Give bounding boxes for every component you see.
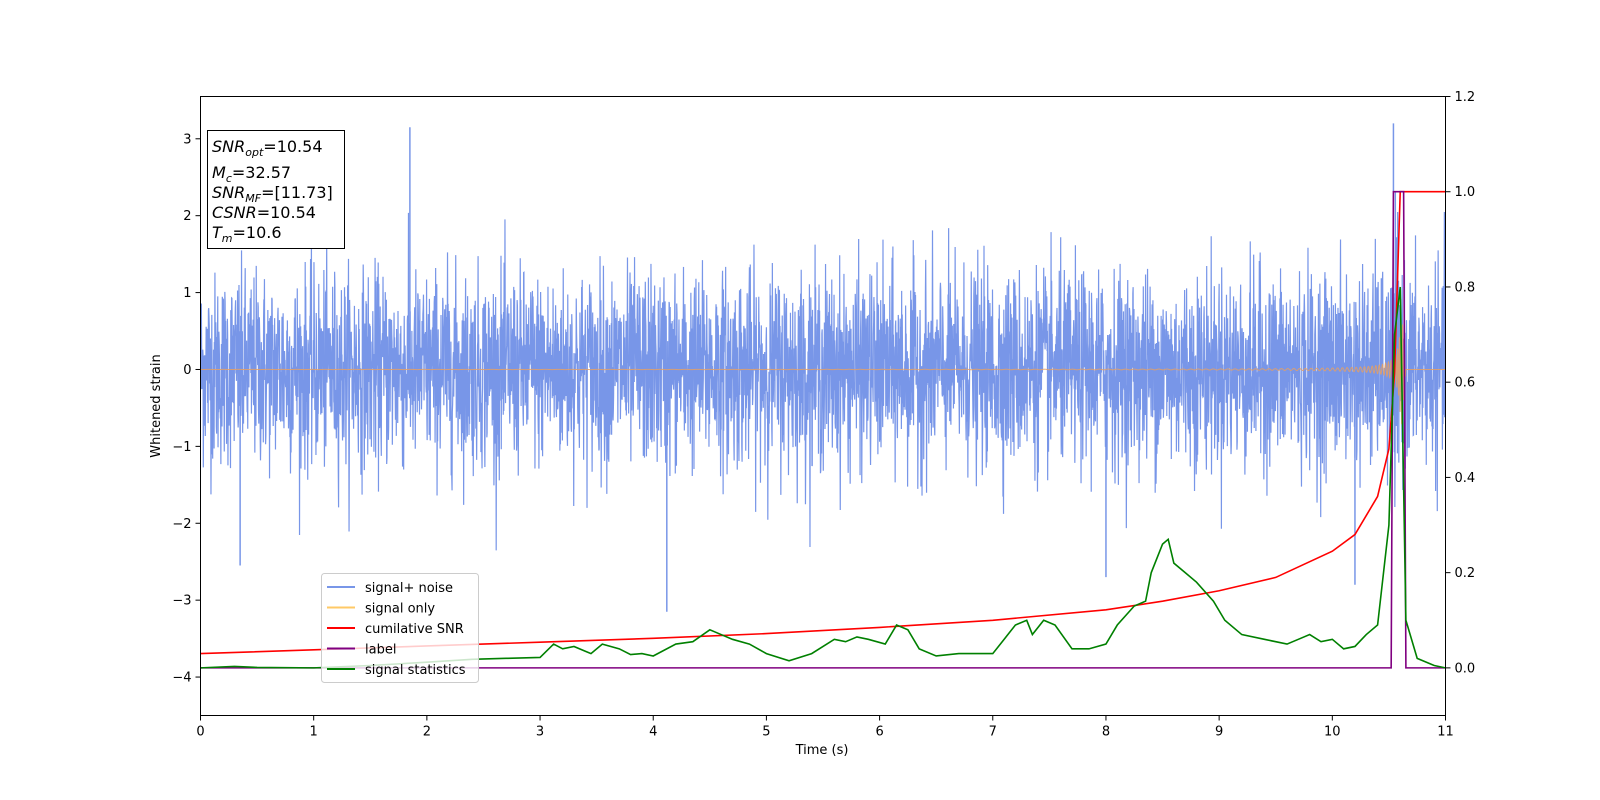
- info-value: =10.6: [233, 223, 282, 242]
- info-var-name: T: [212, 223, 223, 242]
- y-axis-label: Whitened strain: [149, 354, 164, 457]
- plot-area: [200, 123, 1446, 669]
- legend: signal+ noise signal only cumilative SNR la…: [321, 573, 479, 683]
- x-tick-label: 0: [196, 725, 204, 740]
- axis-ticks: 0 1 2 3 4 5 6 7 8 9 10 113210−1−2−3−41.21.00.80.60.…: [172, 90, 1475, 740]
- x-tick-label: 9: [1215, 725, 1223, 740]
- y-left-tick-label: −1: [172, 440, 191, 455]
- y-left-tick-label: −2: [172, 517, 191, 532]
- x-tick-label: 2: [423, 725, 431, 740]
- series-signal-statistics: [200, 286, 1446, 669]
- series-cumilative-snr: [200, 190, 1446, 655]
- y-left-tick-label: −4: [172, 671, 191, 686]
- info-var-name: SNR: [212, 183, 245, 202]
- info-value: =10.54: [263, 137, 322, 156]
- y-right-tick-label: 0.6: [1455, 376, 1476, 391]
- info-box: SNRopt=10.54Mc=32.57SNRMF=[11.73]CSNR=10…: [207, 130, 345, 249]
- x-tick-label: 5: [762, 725, 770, 740]
- x-tick-label: 8: [1102, 725, 1110, 740]
- y-left-tick-label: 2: [183, 209, 191, 224]
- info-var-sub: m: [222, 232, 233, 245]
- info-var-name: SNR: [212, 137, 245, 156]
- info-line: SNRopt=10.54: [212, 137, 323, 159]
- legend-label: signal+ noise: [365, 581, 453, 596]
- legend-label: label: [365, 643, 396, 658]
- info-var-name: M: [212, 163, 226, 182]
- info-line: SNRMF=[11.73]: [212, 183, 333, 205]
- y-left-tick-label: 1: [183, 286, 191, 301]
- info-line: Tm=10.6: [212, 223, 282, 245]
- x-tick-label: 4: [649, 725, 657, 740]
- x-axis-label: Time (s): [795, 743, 849, 758]
- info-value: =[11.73]: [261, 183, 333, 202]
- info-var-sub: MF: [245, 192, 261, 205]
- y-right-tick-label: 1.2: [1455, 90, 1476, 105]
- info-line: CSNR=10.54: [212, 203, 316, 222]
- y-left-tick-label: 3: [183, 132, 191, 147]
- info-line: Mc=32.57: [212, 163, 291, 185]
- info-value: =32.57: [232, 163, 291, 182]
- y-right-tick-label: 0.8: [1455, 280, 1476, 295]
- x-tick-label: 6: [875, 725, 883, 740]
- y-right-tick-label: 0.4: [1455, 471, 1476, 486]
- legend-label: signal only: [365, 602, 435, 617]
- y-right-tick-label: 1.0: [1455, 185, 1476, 200]
- legend-label: cumilative SNR: [365, 622, 464, 637]
- legend-label: signal statistics: [365, 663, 466, 678]
- y-right-tick-label: 0.0: [1455, 661, 1476, 676]
- x-tick-label: 3: [536, 725, 544, 740]
- info-var-name: CSNR: [212, 203, 257, 222]
- x-tick-label: 1: [310, 725, 318, 740]
- x-tick-label: 7: [989, 725, 997, 740]
- y-right-tick-label: 0.2: [1455, 566, 1476, 581]
- info-box-frame: [207, 130, 345, 249]
- info-var-sub: c: [226, 172, 232, 185]
- series-signal-only: [200, 298, 1446, 425]
- info-value: =10.54: [257, 203, 316, 222]
- series-label: [200, 190, 1446, 669]
- x-tick-label: 10: [1324, 725, 1341, 740]
- legend-frame: [321, 573, 479, 683]
- x-tick-label: 11: [1437, 725, 1454, 740]
- y-left-tick-label: 0: [183, 363, 191, 378]
- info-var-sub: opt: [245, 146, 264, 159]
- y-left-tick-label: −3: [172, 594, 191, 609]
- plot-frame: [200, 96, 1446, 716]
